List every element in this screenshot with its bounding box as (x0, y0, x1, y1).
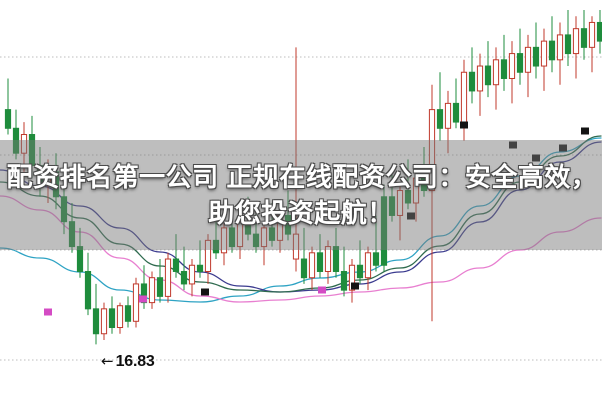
signal-markers (44, 121, 589, 316)
candle-series (4, 10, 602, 345)
grid-lines (0, 56, 602, 361)
